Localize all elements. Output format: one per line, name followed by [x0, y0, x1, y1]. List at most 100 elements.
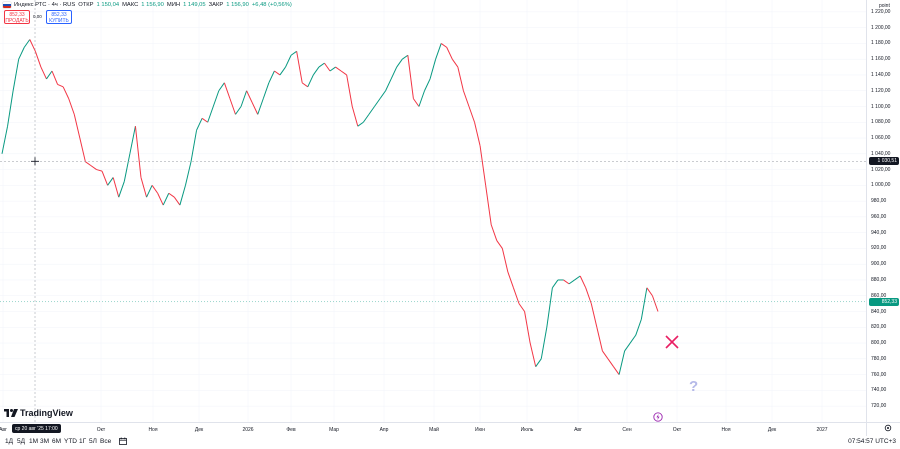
price-segment	[624, 342, 631, 352]
price-tick: 1 220,00	[871, 8, 891, 15]
price-segment	[451, 58, 459, 68]
sell-button[interactable]: 852,33 ПРОДАТЬ	[4, 10, 30, 24]
price-tick: 1 000,00	[871, 182, 891, 189]
price-segment	[585, 287, 592, 304]
price-segment	[496, 240, 503, 249]
price-segment	[601, 350, 609, 360]
close-icon[interactable]	[665, 335, 679, 349]
price-segment	[85, 161, 92, 167]
price-tick: 880,00	[871, 276, 887, 283]
time-label: Дек	[194, 427, 204, 433]
price-segment	[596, 327, 603, 352]
price-chart[interactable]	[0, 0, 866, 422]
settings-icon[interactable]	[884, 424, 892, 432]
clock[interactable]: 07:54:57 UTC+3	[848, 438, 896, 445]
price-segment	[240, 90, 248, 107]
open-value: 1 150,04	[96, 2, 120, 8]
price-segment	[96, 169, 103, 172]
question-mark-icon[interactable]: ?	[689, 378, 699, 395]
tradingview-logo-icon	[4, 409, 18, 417]
sell-price: 852,33	[9, 12, 25, 18]
time-label: Мар	[329, 427, 339, 433]
time-axis[interactable]: Авг Окт Ноя Дек 2026 Фев Мар Апр Май Июн Июль Авг Се…	[0, 422, 866, 436]
price-segment	[207, 106, 214, 123]
range-button-2[interactable]: 1М	[29, 438, 39, 445]
price-segment	[551, 279, 559, 289]
price-segment	[396, 58, 403, 68]
price-segment	[190, 130, 198, 162]
range-button-8[interactable]: Все	[100, 438, 112, 445]
price-tick: 840,00	[871, 308, 887, 315]
price-segment	[385, 78, 392, 91]
high-value: 1 156,90	[141, 2, 164, 8]
range-button-7[interactable]: 5Л	[89, 438, 97, 445]
price-segment	[279, 66, 286, 76]
price-segment	[535, 358, 542, 367]
change-value: +6,48 (+0,56%)	[251, 2, 292, 8]
price-segment	[574, 275, 581, 281]
price-segment	[73, 114, 81, 139]
symbol-title[interactable]: Индекс РТС · 4ч · RUS	[14, 2, 76, 8]
buy-price: 852,33	[51, 12, 67, 18]
price-segment	[7, 90, 14, 127]
price-segment	[251, 102, 259, 115]
price-segment	[23, 39, 31, 48]
logo-text: TradingView	[20, 408, 73, 418]
price-segment	[40, 66, 47, 80]
price-segment	[112, 177, 120, 198]
crosshair-price-label: 1 030,51	[869, 157, 899, 166]
price-segment	[118, 181, 125, 198]
price-segment	[257, 98, 264, 115]
time-label: 2026	[242, 427, 254, 433]
russia-flag-icon	[3, 2, 11, 8]
price-segment	[590, 303, 598, 328]
calendar-icon[interactable]	[119, 437, 127, 445]
buy-button[interactable]: 852,33 КУПИТЬ	[46, 10, 72, 24]
range-button-5[interactable]: YTD	[64, 438, 77, 445]
price-segment	[351, 106, 359, 127]
range-button-1[interactable]: 5Д	[17, 438, 26, 445]
spread-value: 0,00	[33, 14, 42, 19]
price-segment	[418, 90, 425, 107]
range-button-6[interactable]: 1Г	[79, 438, 87, 445]
price-segment	[196, 118, 203, 131]
price-segment	[635, 319, 642, 336]
price-segment	[479, 145, 487, 186]
price-segment	[296, 51, 303, 83]
last-price-label: 852,33	[869, 297, 899, 306]
crosshair-cursor-icon	[31, 157, 39, 166]
range-button-3[interactable]: 3М	[40, 438, 50, 445]
price-axis[interactable]: point 1 220,00 1 200,00 1 180,00 1 160,00 1 …	[866, 0, 900, 422]
lightning-event-icon[interactable]	[653, 412, 663, 422]
price-segment	[357, 121, 364, 127]
price-tick: 1 080,00	[871, 119, 891, 126]
price-segment	[46, 70, 53, 80]
range-button-0[interactable]: 1Д	[5, 438, 14, 445]
price-segment	[435, 43, 442, 60]
price-segment	[246, 90, 253, 103]
chart-legend: Индекс РТС · 4ч · RUS ОТКР 1 150,04 МАКС…	[3, 2, 292, 8]
time-label: Окт	[96, 427, 106, 433]
price-segment	[568, 279, 575, 285]
price-tick: 760,00	[871, 371, 887, 378]
range-button-4[interactable]: 6М	[52, 438, 62, 445]
price-segment	[629, 334, 637, 344]
time-label: Ноя	[721, 427, 731, 433]
price-segment	[57, 83, 64, 88]
price-tick: 900,00	[871, 261, 887, 268]
time-label: Окт	[672, 427, 682, 433]
sell-label: ПРОДАТЬ	[5, 18, 29, 24]
price-segment	[151, 185, 159, 194]
price-segment	[440, 43, 448, 48]
tradingview-logo[interactable]: TradingView	[4, 408, 73, 418]
price-segment	[162, 193, 170, 206]
price-tick: 740,00	[871, 387, 887, 394]
price-segment	[646, 287, 653, 297]
price-segment	[307, 74, 314, 88]
price-segment	[457, 66, 464, 91]
price-segment	[407, 55, 414, 99]
price-segment	[618, 350, 626, 375]
price-segment	[140, 177, 148, 198]
axis-corner	[866, 422, 900, 436]
price-segment	[301, 82, 309, 88]
